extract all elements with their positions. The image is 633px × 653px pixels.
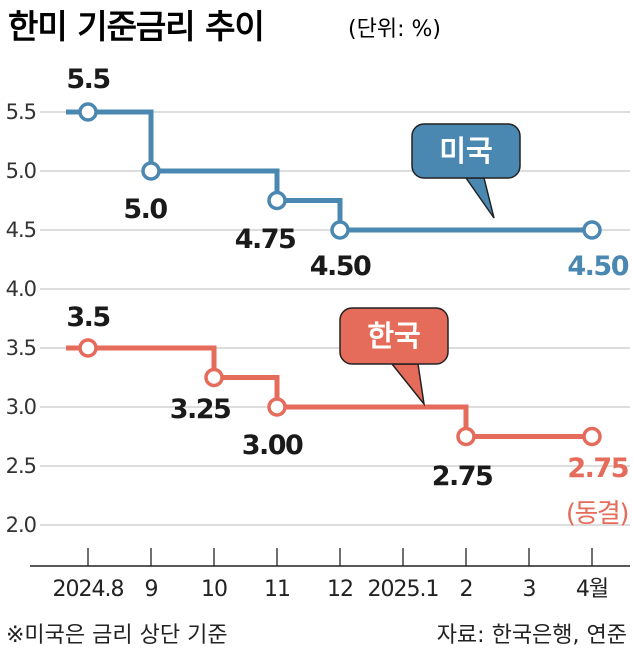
x-tick-label: 11 — [264, 577, 290, 602]
series-line — [66, 109, 592, 233]
x-tick-label: 10 — [201, 577, 227, 602]
x-tick-label: 2024.8 — [53, 577, 124, 602]
data-label: 4.75 — [235, 224, 296, 255]
data-point — [456, 426, 476, 447]
legend-bubble — [339, 307, 449, 365]
y-tick-label: 5.5 — [6, 100, 36, 124]
y-tick-label: 3.0 — [6, 395, 36, 419]
data-label: 4.50 — [310, 251, 371, 282]
data-point — [78, 338, 98, 358]
data-point — [267, 397, 287, 417]
data-label: 3.00 — [242, 430, 303, 461]
x-tick-label: 2 — [460, 577, 473, 602]
x-tick-label: 9 — [145, 577, 158, 602]
data-point — [582, 220, 602, 240]
callout-tail — [390, 363, 426, 407]
data-label: 2.75 — [432, 461, 493, 492]
series-line — [66, 345, 592, 439]
data-point — [141, 161, 161, 181]
data-label: 3.25 — [170, 394, 231, 425]
y-tick-label: 4.0 — [6, 277, 36, 301]
y-axis-ticks: 2.0 2.5 3.0 3.5 4.0 4.5 5.0 5.5 — [6, 100, 37, 537]
legend-label: 한국 — [367, 319, 420, 353]
grid-lines — [40, 111, 630, 526]
data-label: 4.50 — [567, 251, 628, 282]
footnote: ※미국은 금리 상단 기준 — [6, 623, 228, 648]
x-tick-label: 4월 — [576, 577, 608, 602]
x-tick-label: 2025.1 — [368, 577, 439, 602]
data-point — [78, 102, 98, 122]
y-tick-label: 3.5 — [6, 336, 36, 360]
x-axis: 2024.8 9 10 11 12 2025.1 2 3 4월 — [30, 548, 630, 602]
y-tick-label: 5.0 — [6, 159, 36, 183]
data-point — [204, 367, 224, 388]
data-point — [267, 190, 287, 211]
data-label: 5.5 — [66, 64, 109, 95]
y-tick-label: 2.0 — [6, 513, 36, 537]
end-note: (동결) — [566, 499, 628, 529]
x-tick-label: 12 — [327, 577, 353, 602]
y-tick-label: 2.5 — [6, 454, 36, 478]
unit-label: (단위: %) — [348, 17, 441, 42]
series-layer — [66, 102, 602, 447]
data-point — [330, 220, 350, 240]
data-labels: 5.5 5.0 4.75 4.50 4.50 3.5 3.25 3.00 2.75 2.75 (동결… — [66, 64, 630, 529]
source: 자료: 한국은행, 연준 — [437, 623, 627, 648]
legend-bubble — [411, 123, 521, 179]
data-label: 2.75 — [567, 453, 628, 484]
callout-tail — [464, 177, 495, 219]
data-label: 3.5 — [66, 302, 109, 333]
data-label: 5.0 — [123, 194, 167, 225]
chart-title: 한미 기준금리 추이 — [8, 7, 264, 46]
legend-label: 미국 — [439, 134, 492, 168]
x-tick-label: 3 — [523, 577, 536, 602]
data-point — [582, 426, 602, 447]
y-tick-label: 4.5 — [6, 218, 36, 242]
